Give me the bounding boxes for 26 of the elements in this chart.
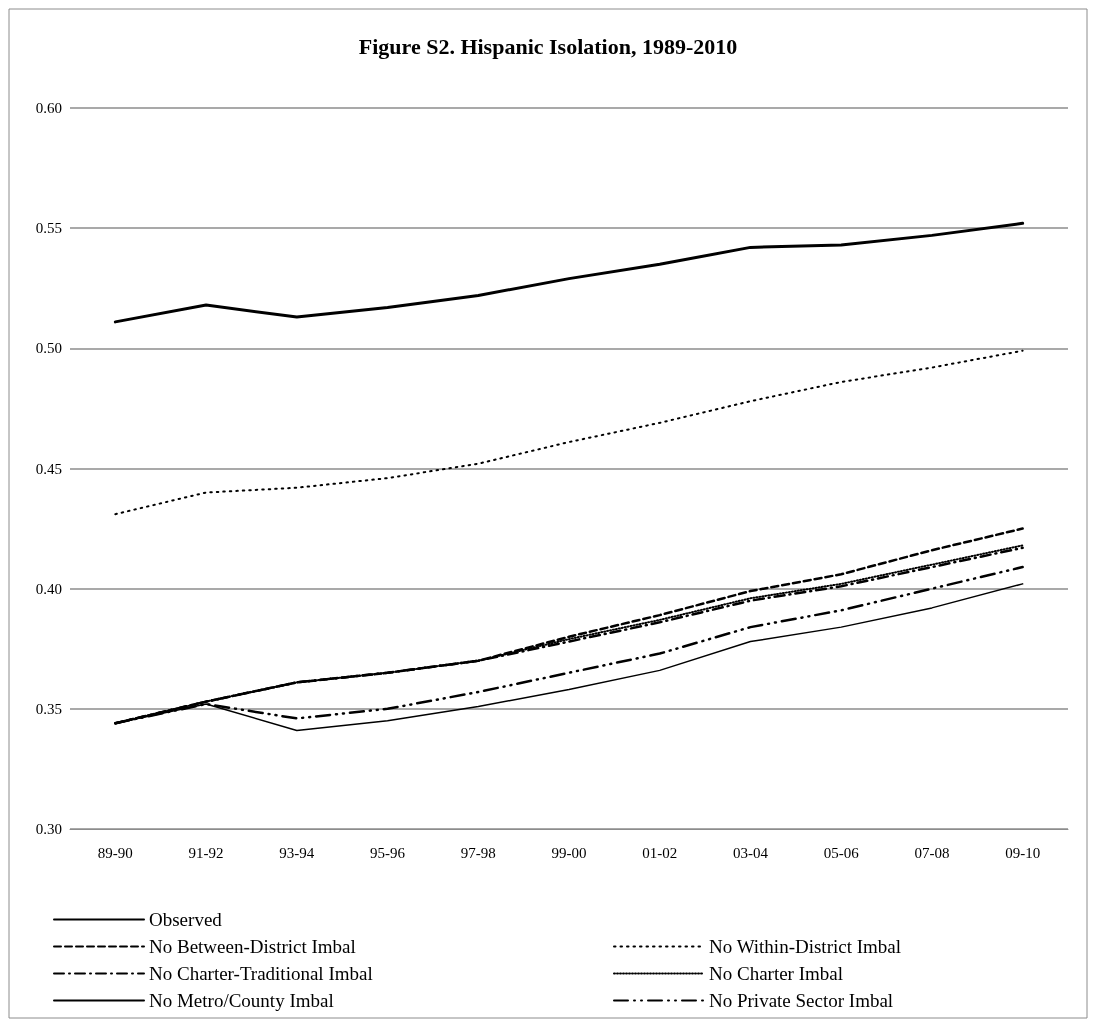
x-tick-label: 01-02 <box>642 844 678 861</box>
legend-label: No Charter Imbal <box>709 963 844 984</box>
y-tick-label: 0.35 <box>35 700 62 717</box>
x-tick-label: 99-00 <box>551 844 587 861</box>
x-tick-label: 03-04 <box>732 844 769 861</box>
x-tick-label: 93-94 <box>279 844 315 861</box>
legend-label: Observed <box>149 909 223 930</box>
x-tick-label: 05-06 <box>823 844 860 861</box>
x-tick-label: 91-92 <box>188 844 224 861</box>
x-tick-label: 97-98 <box>460 844 496 861</box>
y-tick-label: 0.60 <box>35 100 62 116</box>
legend-label: No Private Sector Imbal <box>709 990 894 1011</box>
x-tick-label: 95-96 <box>370 844 406 861</box>
legend-label: No Between-District Imbal <box>149 936 356 957</box>
chart-title: Figure S2. Hispanic Isolation, 1989-2010 <box>358 33 738 59</box>
x-tick-label: 89-90 <box>97 844 133 861</box>
legend-label: No Within-District Imbal <box>709 936 902 957</box>
y-tick-label: 0.40 <box>35 580 62 597</box>
x-tick-label: 09-10 <box>1005 844 1041 861</box>
y-tick-label: 0.55 <box>35 220 62 237</box>
legend-label: No Metro/County Imbal <box>149 990 334 1011</box>
y-tick-label: 0.50 <box>35 340 62 357</box>
y-tick-label: 0.30 <box>35 821 62 837</box>
y-tick-label: 0.45 <box>35 460 62 477</box>
legend-label: No Charter-Traditional Imbal <box>149 963 373 984</box>
x-tick-label: 07-08 <box>914 844 950 861</box>
